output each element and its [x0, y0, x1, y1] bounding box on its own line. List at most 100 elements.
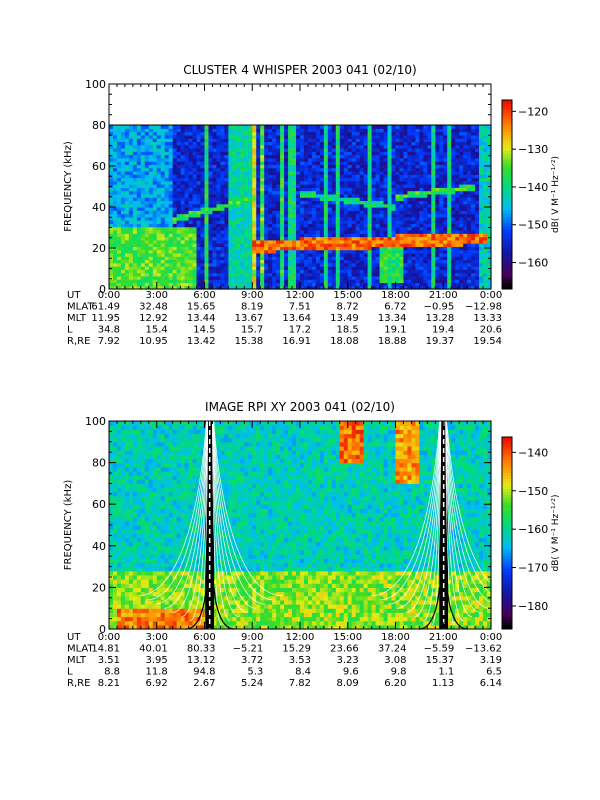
spectrogram-cell — [367, 151, 373, 156]
spectrogram-cell — [208, 233, 214, 238]
spectrogram-cell — [459, 229, 464, 234]
spectrogram-cell — [311, 220, 317, 224]
spectrogram-cell — [136, 161, 142, 165]
spectrogram-cell — [272, 203, 277, 208]
spectrogram-cell — [212, 275, 218, 280]
spectrogram-cell — [112, 187, 118, 192]
spectrogram-cell — [296, 197, 301, 202]
spectrogram-cell — [463, 125, 468, 129]
spectrogram-cell — [268, 197, 273, 202]
spectrogram-cell — [331, 157, 337, 162]
spectrogram-cell — [144, 266, 150, 270]
spectrogram-cell — [423, 275, 428, 280]
spectrogram-cell — [331, 154, 337, 159]
spectrogram-cell — [212, 184, 218, 188]
spectrogram-cell — [156, 180, 162, 185]
spectrogram-cell — [439, 229, 444, 234]
spectrogram-cell — [176, 249, 182, 254]
spectrogram-cell — [264, 246, 269, 251]
spectrogram-cell — [152, 157, 158, 162]
spectrogram-cell — [383, 151, 389, 156]
spectrogram-cell — [423, 167, 428, 172]
spectrogram-cell — [415, 193, 420, 198]
spectrogram-cell — [276, 210, 281, 215]
spectrogram-cell — [407, 246, 413, 251]
spectrogram-cell — [479, 147, 484, 152]
spectrogram-cell — [132, 200, 138, 205]
spectrogram-cell — [407, 229, 413, 234]
spectrogram-cell — [303, 144, 309, 149]
spectrogram-cell — [256, 197, 261, 202]
spectrogram-cell — [423, 220, 428, 224]
spectrogram-cell — [363, 147, 369, 152]
spectrogram-cell — [216, 138, 222, 142]
spectrogram-cell — [451, 157, 456, 162]
spectrogram-cell — [124, 177, 130, 182]
spectrogram-cell — [363, 190, 369, 195]
spectrogram-cell — [292, 187, 297, 192]
spectrogram-cell — [172, 187, 178, 192]
spectrogram-cell — [168, 285, 174, 290]
spectrogram-cell — [280, 243, 285, 247]
spectrogram-cell — [236, 272, 241, 277]
spectrogram-cell — [288, 187, 293, 192]
spectrogram-cell — [387, 180, 393, 185]
spectrogram-cell — [152, 125, 158, 129]
spectrogram-cell — [140, 229, 146, 234]
spectrogram-cell — [164, 151, 170, 156]
spectrogram-cell — [112, 151, 118, 156]
spectrogram-cell — [443, 210, 448, 215]
spectrogram-cell — [403, 131, 409, 136]
spectrogram-cell — [132, 161, 138, 165]
spectrogram-cell — [140, 184, 146, 188]
spectrogram-cell — [355, 220, 361, 224]
spectrogram-cell — [160, 243, 166, 247]
spectrogram-cell — [128, 216, 134, 221]
spectrogram-cell — [483, 138, 488, 142]
spectrogram-cell — [387, 252, 393, 257]
spectrogram-cell — [371, 223, 377, 228]
spectrogram-cell — [395, 262, 401, 267]
spectrogram-cell — [331, 239, 337, 244]
spectrogram-cell — [339, 141, 345, 146]
spectrogram-cell — [180, 200, 186, 205]
spectrogram-cell — [395, 134, 401, 139]
spectrogram-cell — [192, 262, 198, 267]
spectrogram-cell — [128, 220, 134, 224]
spectrogram-cell — [200, 282, 206, 287]
spectrogram-cell — [387, 187, 393, 192]
spectrogram-cell — [351, 213, 357, 218]
spectrogram-cell — [260, 246, 265, 251]
spectrogram-cell — [140, 236, 146, 241]
spectrogram-cell — [423, 128, 428, 133]
ephemeris-value: 34.8 — [98, 325, 120, 336]
spectrogram-cell — [124, 223, 130, 228]
spectrogram-cell — [463, 177, 468, 182]
spectrogram-cell — [256, 177, 261, 182]
spectrogram-cell — [280, 180, 285, 185]
spectrogram-cell — [379, 128, 385, 133]
spectrogram-cell — [228, 279, 233, 284]
spectrogram-cell — [475, 147, 480, 152]
spectrogram-cell — [443, 262, 448, 267]
spectrogram-cell — [379, 246, 385, 251]
spectrogram-cell — [387, 236, 393, 241]
spectrogram-cell — [109, 154, 114, 159]
spectrogram-cell — [109, 262, 114, 267]
spectrogram-cell — [296, 259, 301, 264]
spectrogram-cell — [272, 282, 277, 287]
spectrogram-cell — [184, 164, 190, 169]
spectrogram-cell — [268, 233, 273, 238]
spectrogram-cell — [288, 125, 293, 129]
spectrogram-cell — [439, 216, 444, 221]
spectrogram-cell — [136, 216, 142, 221]
spectrogram-cell — [343, 131, 349, 136]
spectrogram-cell — [188, 213, 194, 218]
spectrogram-cell — [331, 138, 337, 142]
spectrogram-cell — [252, 285, 257, 290]
spectrogram-cell — [236, 229, 241, 234]
spectrogram-cell — [300, 131, 305, 136]
spectrogram-cell — [319, 190, 325, 195]
spectrogram-cell — [423, 144, 428, 149]
spectrogram-cell — [188, 167, 194, 172]
